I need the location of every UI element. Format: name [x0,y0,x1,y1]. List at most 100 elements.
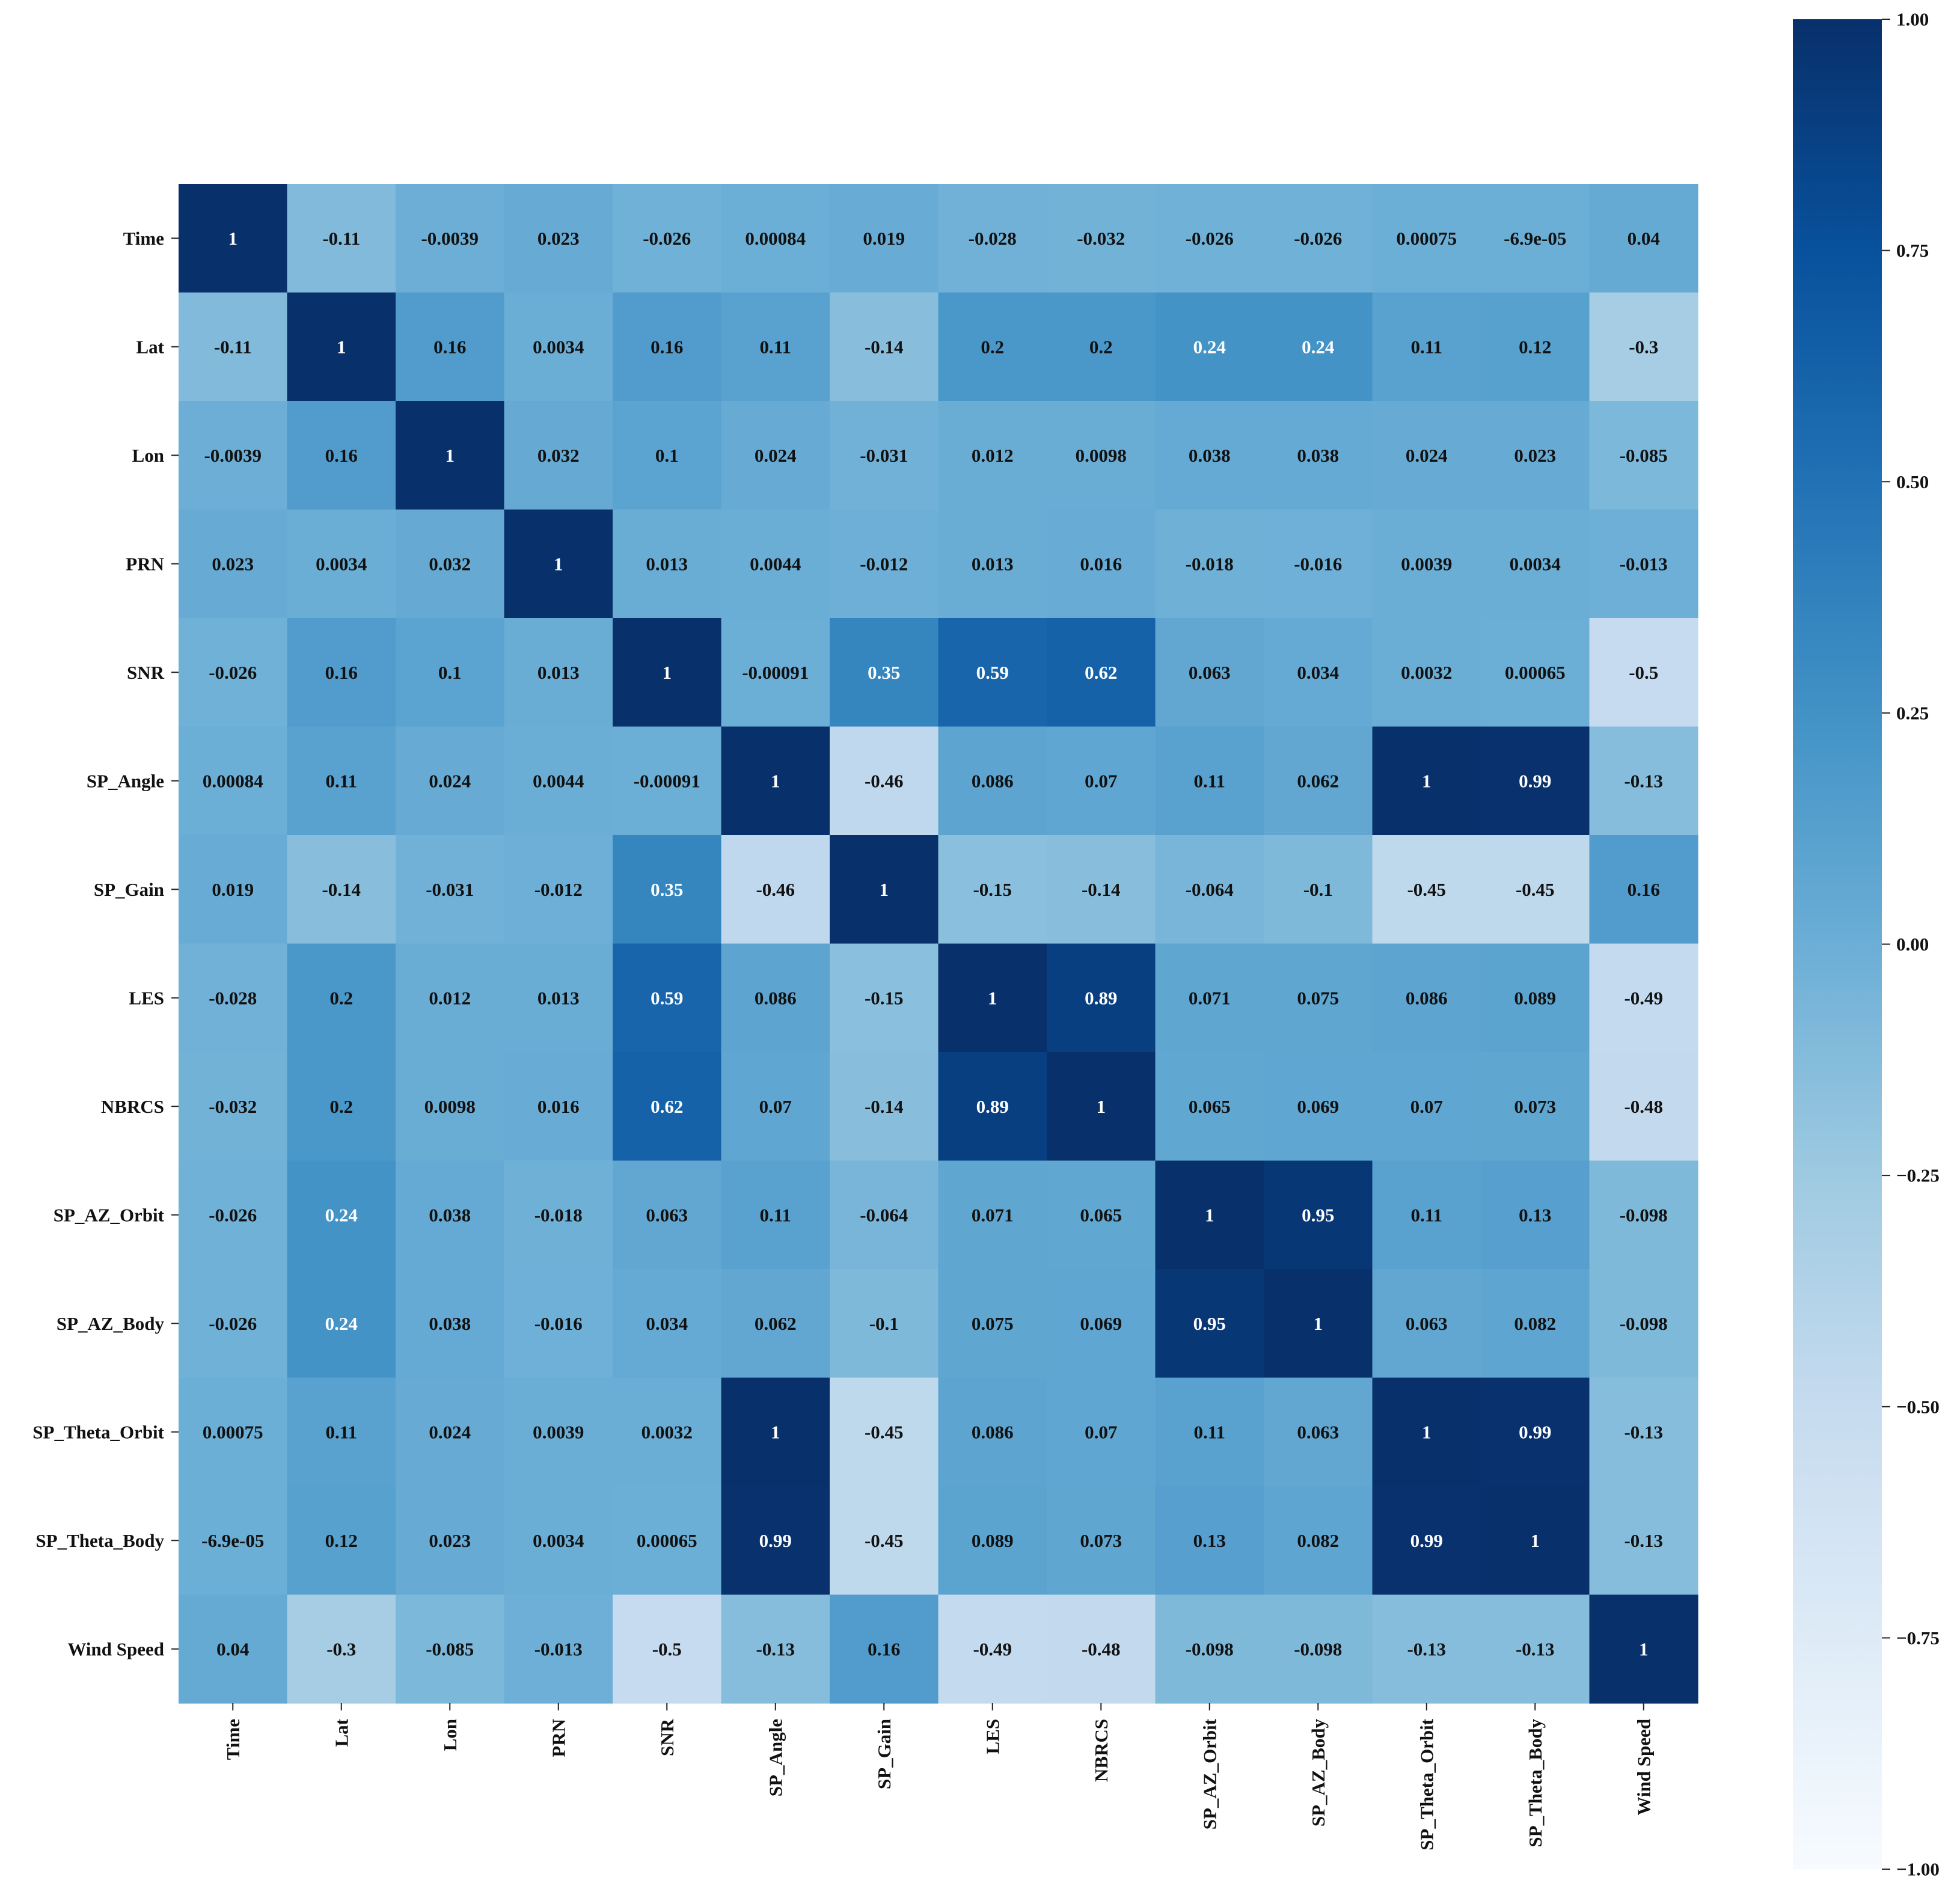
heatmap-cell [396,1269,505,1379]
heatmap-cell [179,509,288,619]
cell-annotation: 0.024 [429,1421,471,1442]
cell-annotation: 0.065 [1189,1096,1231,1117]
heatmap-cell [396,726,505,836]
heatmap-cell [1047,509,1156,619]
heatmap-cell [179,1377,288,1487]
x-tick-label: Time [222,1719,243,1760]
heatmap-cell [1481,1052,1590,1162]
heatmap-cell [613,1594,722,1704]
heatmap-cell [396,835,505,944]
heatmap-cell [1155,1377,1264,1487]
heatmap-cell [1155,401,1264,510]
heatmap-cell [1481,835,1590,944]
cell-annotation: 0.016 [537,1096,580,1117]
heatmap-cell [287,401,396,510]
cell-annotation: -0.064 [1186,879,1234,900]
x-tick-label: SP_Theta_Orbit [1416,1718,1437,1850]
cell-annotation: 1 [988,987,997,1008]
cell-annotation: 0.11 [1193,770,1225,791]
cell-annotation: 0.063 [1189,662,1231,683]
heatmap-cell [613,1052,722,1162]
heatmap-cell [179,1160,288,1270]
x-tick-label: SP_Theta_Body [1525,1719,1546,1848]
heatmap-cell [721,1269,830,1379]
colorbar-tick-label: −0.75 [1896,1627,1940,1649]
heatmap-cell [1264,184,1373,293]
cell-annotation: 0.62 [651,1096,683,1117]
heatmap-cell [1047,1377,1156,1487]
heatmap-cell [1481,509,1590,619]
cell-annotation: -0.085 [426,1638,474,1659]
heatmap-cell [1372,726,1481,836]
heatmap-cell [504,835,613,944]
cell-annotation: -0.14 [1082,879,1121,900]
cell-annotation: 0.35 [868,662,900,683]
heatmap-cell [938,1160,1047,1270]
x-tick-label: PRN [548,1719,569,1757]
heatmap-cell [1155,1594,1264,1704]
cell-annotation: 0.99 [1519,1421,1551,1442]
heatmap-cell [613,1486,722,1596]
heatmap-cell [504,943,613,1053]
y-tick-label: SP_AZ_Body [57,1313,165,1334]
heatmap-cell [1155,1269,1264,1379]
heatmap-cell [721,618,830,727]
heatmap-cell [830,1052,939,1162]
heatmap-cell [1047,1594,1156,1704]
heatmap-cell [830,618,939,727]
x-tick-label: SP_Angle [765,1719,786,1796]
y-tick-label: PRN [126,553,164,574]
heatmap-cell [179,1269,288,1379]
cell-annotation: 0.073 [1514,1096,1556,1117]
heatmap-cell [396,618,505,727]
heatmap-cell [613,1269,722,1379]
cell-annotation: 0.35 [651,879,683,900]
heatmap-cell [1481,401,1590,510]
cell-annotation: 0.0034 [533,1530,584,1551]
heatmap-cell [179,401,288,510]
cell-annotation: -0.026 [643,228,691,249]
heatmap-cell [1481,1160,1590,1270]
cell-annotation: 0.023 [429,1530,471,1551]
cell-annotation: -0.13 [756,1638,795,1659]
cell-annotation: -0.5 [1629,662,1658,683]
cell-annotation: 0.89 [976,1096,1009,1117]
heatmap-cell [396,1052,505,1162]
cell-annotation: -0.031 [860,445,908,466]
heatmap-cell [1589,184,1698,293]
y-tick-label: SP_Angle [87,770,164,791]
cell-annotation: 0.11 [325,770,357,791]
cell-annotation: 0.089 [1514,987,1556,1008]
heatmap-cell [721,1594,830,1704]
cell-annotation: -0.00091 [634,770,700,791]
cell-annotation: 0.069 [1080,1313,1122,1334]
cell-annotation: 0.038 [429,1313,471,1334]
heatmap-cell [1264,1269,1373,1379]
heatmap-cell [721,943,830,1053]
heatmap-cell [1481,1594,1590,1704]
cell-annotation: 0.024 [429,770,471,791]
cell-annotation: -0.018 [534,1204,583,1225]
cell-annotation: -0.0039 [421,228,479,249]
cell-annotation: 0.0044 [750,553,801,574]
cell-annotation: 0.016 [1080,553,1122,574]
heatmap-cell [396,292,505,402]
heatmap-cell [938,1486,1047,1596]
y-tick-label: SP_Gain [94,879,164,900]
heatmap-cell [1155,726,1264,836]
heatmap-cell [1264,509,1373,619]
cell-annotation: 0.034 [646,1313,688,1334]
cell-annotation: 0.59 [976,662,1009,683]
heatmap-cell [1372,1486,1481,1596]
cell-annotation: 0.16 [433,336,466,357]
cell-annotation: 0.11 [325,1421,357,1442]
y-tick-label: NBRCS [101,1096,164,1117]
heatmap-cell [1589,835,1698,944]
heatmap-cell [721,835,830,944]
cell-annotation: 1 [1639,1638,1649,1659]
heatmap-cell [396,943,505,1053]
heatmap-cell [1155,943,1264,1053]
cell-annotation: -0.49 [973,1638,1012,1659]
heatmap-cell [504,1377,613,1487]
cell-annotation: 0.16 [868,1638,900,1659]
